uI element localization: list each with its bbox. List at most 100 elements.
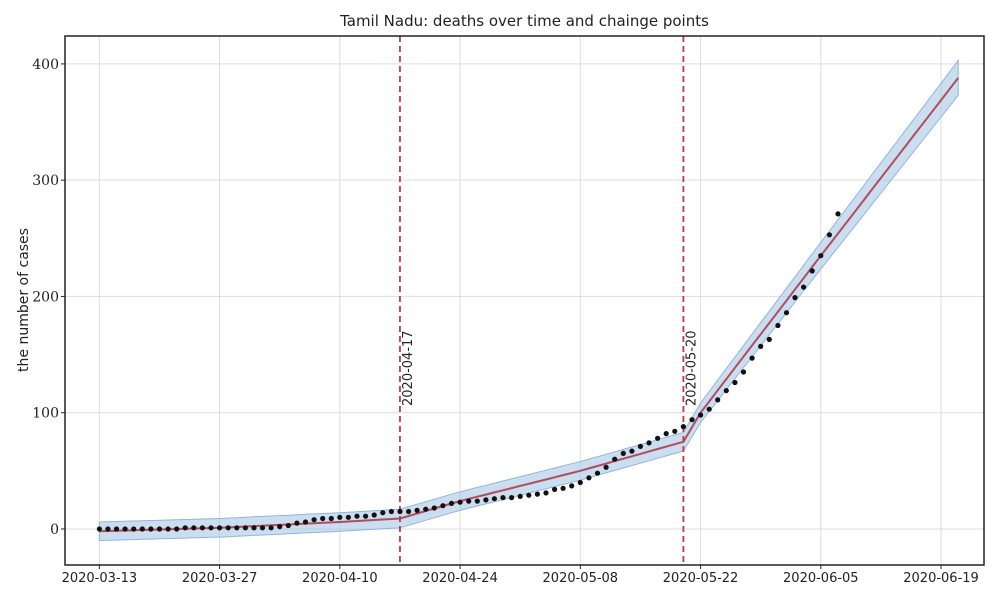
observed-point [603,464,609,470]
chart-title: Tamil Nadu: deaths over time and chainge… [339,12,709,30]
observed-point [723,388,729,394]
y-tick-label: 200 [32,289,59,305]
observed-point [131,526,137,532]
observed-point [534,491,541,497]
observed-point [835,211,841,217]
observed-point [689,417,695,423]
observed-point [698,412,704,418]
observed-point [156,526,163,532]
observed-point [680,424,687,430]
observed-point [191,525,197,531]
observed-point [801,284,807,290]
observed-point [345,514,351,520]
observed-point [234,525,240,531]
x-tick-label: 2020-04-10 [302,571,378,586]
y-axis-label: the number of cases [16,228,32,372]
observed-point [199,525,205,531]
observed-point [148,526,154,532]
observed-point [552,486,558,492]
observed-point [646,440,652,446]
observed-point [371,512,377,518]
observed-point [586,475,592,481]
changepoint-label: 2020-05-20 [684,330,699,406]
observed-point [612,456,618,462]
observed-point [569,483,575,489]
observed-point [749,355,755,361]
x-tick-label: 2020-03-27 [182,571,258,586]
observed-point [388,508,394,515]
x-tick-label: 2020-06-05 [783,571,859,586]
x-tick-label: 2020-03-13 [62,571,138,586]
observed-point [328,515,334,522]
y-tick-label: 100 [32,406,59,422]
observed-point [259,525,266,531]
observed-point [320,515,326,522]
observed-point [826,232,833,238]
observed-point [363,513,369,519]
observed-point [732,379,738,386]
observed-point [526,492,532,498]
observed-point [577,479,583,486]
x-tick-label: 2020-04-24 [422,571,498,586]
observed-point [466,498,472,504]
observed-point [448,500,455,506]
observed-point [509,495,515,501]
observed-point [105,526,111,532]
trend-line-path [99,77,959,533]
changepoint-lines: 2020-04-17 2020-05-20 [399,36,699,565]
observed-point [491,496,497,502]
observed-point [620,450,626,456]
y-tick-label: 400 [32,57,59,73]
x-tick-label: 2020-05-08 [543,571,619,586]
observed-point [268,525,274,531]
observed-point [122,526,128,532]
observed-point [715,397,721,403]
changepoint-label: 2020-04-17 [401,330,416,406]
observed-point [337,514,343,520]
observed-point [740,369,747,375]
observed-point [242,525,248,531]
observed-point [354,513,360,519]
observed-point [139,526,145,532]
observed-point [500,495,506,501]
x-tick-label: 2020-05-22 [663,571,739,586]
observed-point [440,503,446,509]
observed-point [792,295,798,301]
observed-point [414,507,420,513]
observed-point [431,505,437,511]
observed-point [594,470,601,476]
observed-point [663,431,669,437]
observed-point [311,517,317,523]
observed-point [517,493,523,499]
uncertainty-band-area [98,58,959,542]
observed-point [809,268,815,274]
observed-point [113,526,120,532]
observed-point [783,310,790,316]
observed-point [672,428,678,434]
observed-point [251,525,257,531]
observed-point [277,524,283,530]
axis-ticks: 2020-03-13 2020-03-27 2020-04-10 2020-04-24… [32,57,979,586]
observed-point [775,322,781,329]
observed-point [543,490,549,496]
y-tick-label: 0 [50,522,59,538]
plot-frame [64,35,985,566]
x-tick-label: 2020-06-19 [903,571,979,586]
observed-point [560,485,566,491]
observed-point [285,522,291,529]
grid-lines [65,36,984,565]
observed-point [302,519,309,525]
observed-point [629,448,635,454]
observed-point [96,526,102,532]
observed-point [457,499,463,505]
observed-point [406,508,412,515]
observed-point [294,520,300,526]
observed-point [637,443,644,449]
observed-point [423,506,429,512]
observed-point [483,497,489,503]
observed-point [182,525,188,531]
observed-point [655,435,661,441]
trend-line [99,77,959,533]
observed-point [766,336,772,342]
